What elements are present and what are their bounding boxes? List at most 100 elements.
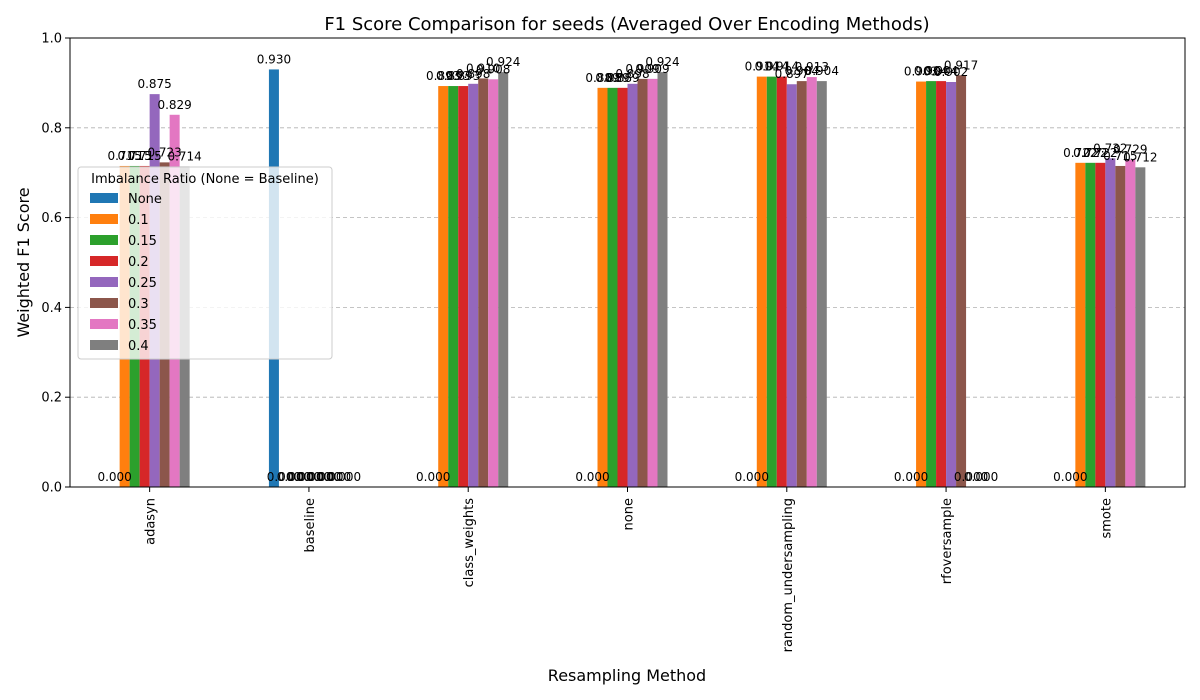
bar-value-label: 0.902 — [934, 65, 968, 79]
bar — [1085, 162, 1096, 487]
bar — [488, 79, 499, 488]
bar-value-label: 0.898 — [456, 67, 490, 81]
bar-value-label: 0.909 — [625, 62, 659, 76]
legend-swatch — [90, 298, 118, 308]
bar-value-label: 0.000 — [954, 470, 988, 484]
bar — [498, 72, 509, 488]
bar-value-label: 0.715 — [117, 149, 151, 163]
bar — [458, 86, 469, 487]
legend-entry-label: 0.1 — [128, 213, 149, 228]
bar-value-label: 0.924 — [486, 55, 520, 69]
bar-value-label: 0.722 — [1083, 146, 1117, 160]
bar — [448, 86, 459, 487]
x-tick-label: smote — [1099, 498, 1114, 539]
bar-value-label: 0.898 — [615, 67, 649, 81]
bar-value-label: 0.000 — [735, 470, 769, 484]
bar — [1125, 159, 1136, 487]
x-tick-label: adasyn — [144, 498, 159, 545]
y-axis-label: Weighted F1 Score — [14, 187, 33, 337]
bar-value-label: 0.904 — [805, 64, 839, 78]
bar-value-label: 0.000 — [964, 470, 998, 484]
bar — [597, 87, 608, 488]
y-tick-label: 1.0 — [41, 32, 62, 47]
bar-value-label: 0.000 — [307, 470, 341, 484]
bar-value-label: 0.000 — [287, 470, 321, 484]
bar — [776, 76, 787, 487]
bar-value-label: 0.000 — [317, 470, 351, 484]
bars — [119, 69, 1146, 488]
x-tick-label: class_weights — [462, 498, 477, 588]
legend: Imbalance Ratio (None = Baseline) None 0.1… — [77, 166, 333, 360]
bar-value-label: 0.714 — [167, 149, 201, 163]
x-axis-label: Resampling Method — [548, 666, 706, 685]
bar-value-label: 0.000 — [267, 470, 301, 484]
bar-value-label: 0.829 — [157, 98, 191, 112]
bar — [756, 76, 767, 487]
bar-value-label: 0.715 — [127, 149, 161, 163]
bar — [1075, 162, 1086, 487]
bar-value-label: 0.722 — [1073, 146, 1107, 160]
bar-value-label: 0.000 — [894, 470, 928, 484]
legend-swatch — [90, 319, 118, 329]
bar — [1095, 162, 1106, 487]
bar-value-label: 0.904 — [914, 64, 948, 78]
bar — [607, 87, 618, 488]
bar-value-label: 0.000 — [327, 470, 361, 484]
bar-value-label: 0.917 — [944, 58, 978, 72]
y-tick-label: 0.6 — [41, 211, 62, 226]
bar-value-label: 0.924 — [645, 55, 679, 69]
bar-value-label: 0.000 — [575, 470, 609, 484]
bar-value-label: 0.723 — [147, 145, 181, 159]
y-tick-label: 0.0 — [41, 481, 62, 496]
bar-value-label: 0.914 — [745, 60, 779, 74]
bar-value-label: 0.904 — [924, 64, 958, 78]
bar-value-label: 0.889 — [595, 71, 629, 85]
bar-value-label: 0.903 — [904, 65, 938, 79]
bar-value-label: 0.000 — [297, 470, 331, 484]
bar-value-label: 0.908 — [476, 62, 510, 76]
bar-value-label: 0.909 — [635, 62, 669, 76]
bar-value-label: 0.889 — [605, 71, 639, 85]
bar-value-label: 0.715 — [1103, 149, 1137, 163]
bar — [766, 76, 777, 487]
bar-value-label: 0.904 — [785, 64, 819, 78]
bar-value-label: 0.732 — [1093, 141, 1127, 155]
bar — [627, 83, 638, 487]
bar-value-label: 0.000 — [97, 470, 131, 484]
x-tick-label: random_undersampling — [781, 498, 796, 652]
x-tick-label: baseline — [303, 498, 318, 552]
legend-entry-label: 0.25 — [128, 276, 157, 291]
bar-value-label: 0.893 — [426, 69, 460, 83]
legend-title: Imbalance Ratio (None = Baseline) — [91, 172, 319, 187]
bar — [617, 87, 628, 488]
bar-value-label: 0.000 — [277, 470, 311, 484]
bar-value-label: 0.893 — [446, 69, 480, 83]
bar — [916, 81, 927, 487]
bar-value-label: 0.722 — [1063, 146, 1097, 160]
bar-value-label: 0.712 — [1123, 150, 1157, 164]
y-tick-label: 0.8 — [41, 121, 62, 136]
bar-value-label: 0.000 — [416, 470, 450, 484]
legend-swatch — [90, 193, 118, 203]
legend-swatch — [90, 277, 118, 287]
bar — [926, 81, 937, 487]
legend-entry-label: 0.3 — [128, 297, 149, 312]
bar-value-label: 0.913 — [795, 60, 829, 74]
legend-entry-label: None — [128, 192, 162, 207]
legend-swatch — [90, 340, 118, 350]
bar-value-label: 0.729 — [1113, 143, 1147, 157]
legend-swatch — [90, 256, 118, 266]
legend-entry-label: 0.4 — [128, 339, 149, 354]
bar — [816, 81, 827, 487]
bar-value-label: 0.914 — [755, 60, 789, 74]
chart-title: F1 Score Comparison for seeds (Averaged … — [324, 14, 929, 35]
bar — [956, 75, 967, 487]
bar — [657, 72, 668, 488]
x-tick-label: none — [622, 498, 637, 530]
bar-value-label: 0.889 — [585, 71, 619, 85]
bar — [796, 81, 807, 487]
legend-swatch — [90, 214, 118, 224]
y-tick-label: 0.2 — [41, 391, 62, 406]
x-tick-label: rfoversample — [940, 498, 955, 584]
bar — [438, 86, 449, 487]
